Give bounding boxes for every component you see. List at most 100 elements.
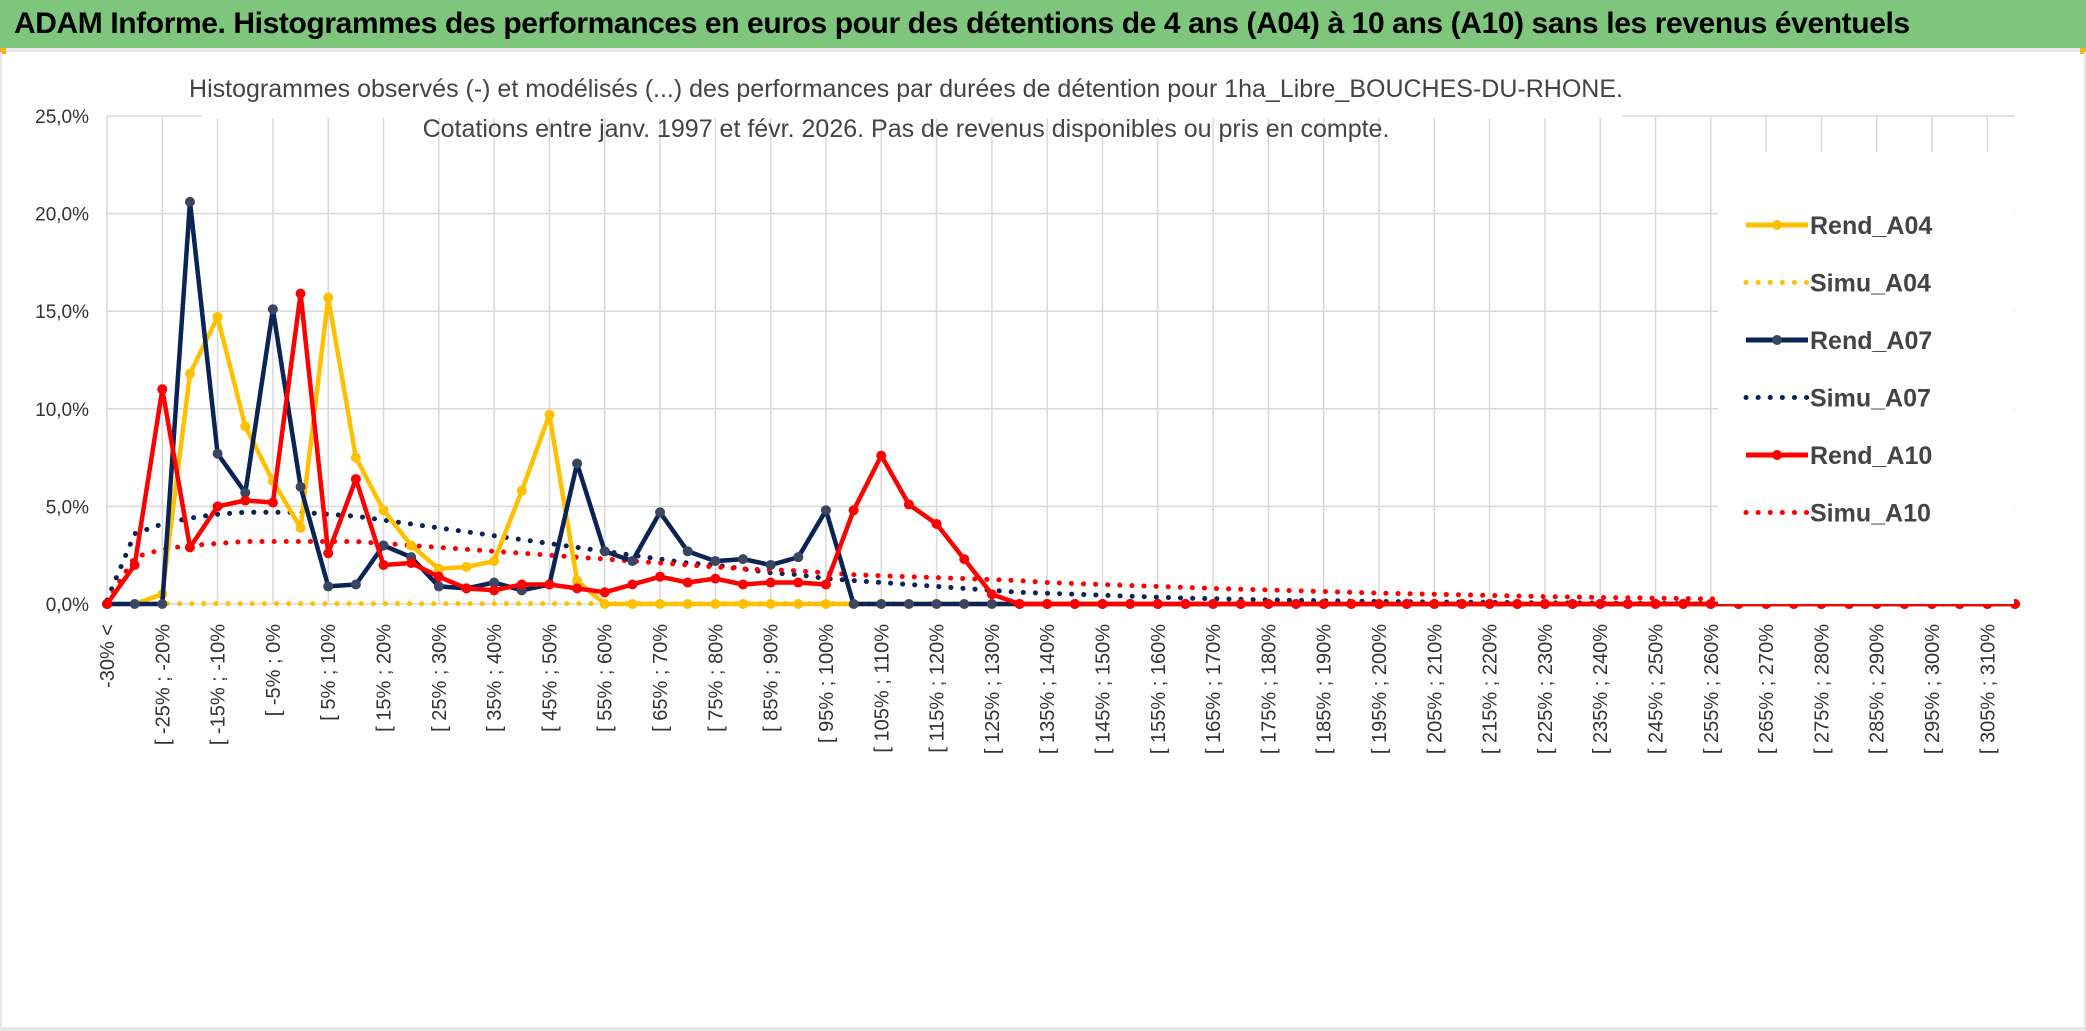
legend: Rend_A04 Simu_A04 Rend_A07 Simu_A07 Rend_A10… <box>1718 152 2014 604</box>
x-tick-label: [ -5% ; 0% <box>263 624 285 716</box>
rend-a10-point <box>1456 599 1467 609</box>
rend-a07-point <box>240 487 251 498</box>
rend-a10-point <box>544 579 555 590</box>
x-tick-label: [ 205% ; 210% <box>1424 624 1446 754</box>
rend-a07-point <box>793 552 804 563</box>
rend-a10-point <box>793 577 804 588</box>
rend-a04-point <box>295 522 306 533</box>
x-tick-label: [ 295% ; 300% <box>1922 624 1944 754</box>
rend-a07-point <box>433 581 444 592</box>
x-tick-label: [ 305% ; 310% <box>1977 624 1999 754</box>
x-tick-label: [ 255% ; 260% <box>1701 624 1723 754</box>
x-tick-label: [ 165% ; 170% <box>1203 624 1225 754</box>
legend-marker-rend-a10 <box>1772 450 1782 460</box>
rend-a10-point <box>986 589 997 600</box>
rend-a10-point <box>572 583 583 594</box>
rend-a10-point <box>627 579 638 590</box>
rend-a10-point <box>240 495 251 506</box>
rend-a10-point <box>461 583 472 594</box>
rend-a10-point <box>184 542 195 553</box>
x-tick-label: [ 245% ; 250% <box>1646 624 1668 754</box>
rend-a10-point <box>1539 599 1550 609</box>
rend-a07-point <box>157 599 168 609</box>
rend-a10-point <box>876 450 887 461</box>
chart-title-line2: Cotations entre janv. 1997 et févr. 2026… <box>423 115 1390 143</box>
rend-a04-point <box>433 563 444 574</box>
rend-a10-point <box>102 599 112 609</box>
legend-label-simu-a10: Simu_A10 <box>1810 500 1931 528</box>
x-tick-label: [ 135% ; 140% <box>1037 624 1059 754</box>
rend-a07-point <box>959 599 970 609</box>
rend-a10-point <box>931 518 942 529</box>
rend-a10-point <box>1180 599 1191 609</box>
rend-a10-point <box>903 499 914 510</box>
rend-a04-point <box>378 505 389 516</box>
x-tick-label: -30% < <box>97 624 119 688</box>
rend-a04-point <box>240 421 251 432</box>
chart-title-line1: Histogrammes observés (-) et modélisés (… <box>189 75 1623 103</box>
chart-title-group: Histogrammes observés (-) et modélisés (… <box>189 58 1623 143</box>
rend-a04-point <box>820 599 831 609</box>
rend-a10-point <box>350 474 361 485</box>
rend-a10-point <box>1346 599 1357 609</box>
rend-a04-point <box>793 599 804 609</box>
rend-a04-point <box>765 599 776 609</box>
rend-a07-point <box>489 577 500 588</box>
rend-a07-point <box>765 559 776 570</box>
x-tick-label: [ 195% ; 200% <box>1369 624 1391 754</box>
x-tick-label: [ 115% ; 120% <box>927 624 949 753</box>
rend-a10-point <box>1152 599 1163 609</box>
legend-label-simu-a07: Simu_A07 <box>1810 385 1931 413</box>
rend-a10-point <box>820 579 831 590</box>
x-tick-label: [ 5% ; 10% <box>318 624 340 721</box>
rend-a10-point <box>1512 599 1523 609</box>
x-tick-label: [ 265% ; 270% <box>1756 624 1778 754</box>
rend-a10-point <box>1014 599 1025 609</box>
rend-a04-point <box>406 540 417 551</box>
rend-a10-point <box>323 548 334 559</box>
rend-a04-point <box>710 599 721 609</box>
x-tick-label: [ 225% ; 230% <box>1535 624 1557 754</box>
corner-marker-left <box>0 48 6 54</box>
rend-a04-point <box>544 409 555 420</box>
rend-a10-point <box>267 497 278 508</box>
x-tick-label: [ -15% ; -10% <box>208 624 230 745</box>
rend-a10-point <box>1650 599 1661 609</box>
rend-a04-point <box>489 556 500 567</box>
rend-a10-point <box>682 577 693 588</box>
rend-a07-point <box>323 581 334 592</box>
rend-a04-point <box>516 485 527 496</box>
x-tick-label: [ 85% ; 90% <box>761 624 783 732</box>
rend-a10-point <box>1401 599 1412 609</box>
chart-title-background <box>202 58 1622 118</box>
rend-a07-point <box>295 481 306 492</box>
rend-a10-point <box>1069 599 1080 609</box>
x-tick-label: [ 285% ; 290% <box>1867 624 1889 754</box>
rend-a10-point <box>1097 599 1108 609</box>
x-tick-label: [ 15% ; 20% <box>374 624 396 732</box>
rend-a10-point <box>406 558 417 569</box>
rend-a10-point <box>1595 599 1606 609</box>
rend-a10-point <box>655 571 666 582</box>
rend-a07-point <box>572 458 583 469</box>
rend-a10-point <box>295 288 306 299</box>
x-tick-label: [ 45% ; 50% <box>539 624 561 732</box>
rend-a10-point <box>433 571 444 582</box>
x-tick-label: [ 275% ; 280% <box>1811 624 1833 754</box>
rend-a07-point <box>129 599 140 609</box>
rend-a07-point <box>212 448 223 459</box>
x-tick-label: [ -25% ; -20% <box>152 624 174 745</box>
rend-a04-point <box>655 599 666 609</box>
x-tick-label: [ 95% ; 100% <box>816 624 838 743</box>
rend-a04-point <box>461 561 472 572</box>
rend-a10-line <box>105 291 2015 607</box>
rend-a10-point <box>848 505 859 516</box>
rend-a04-point <box>350 452 361 463</box>
x-tick-label: [ 175% ; 180% <box>1258 624 1280 754</box>
x-tick-label: [ 125% ; 130% <box>982 624 1004 754</box>
y-tick-label: 15,0% <box>35 302 89 323</box>
rend-a10-point <box>1374 599 1384 609</box>
legend-label-simu-a04: Simu_A04 <box>1810 270 1931 298</box>
legend-label-rend-a10: Rend_A10 <box>1810 442 1932 470</box>
y-tick-label: 20,0% <box>35 205 89 226</box>
